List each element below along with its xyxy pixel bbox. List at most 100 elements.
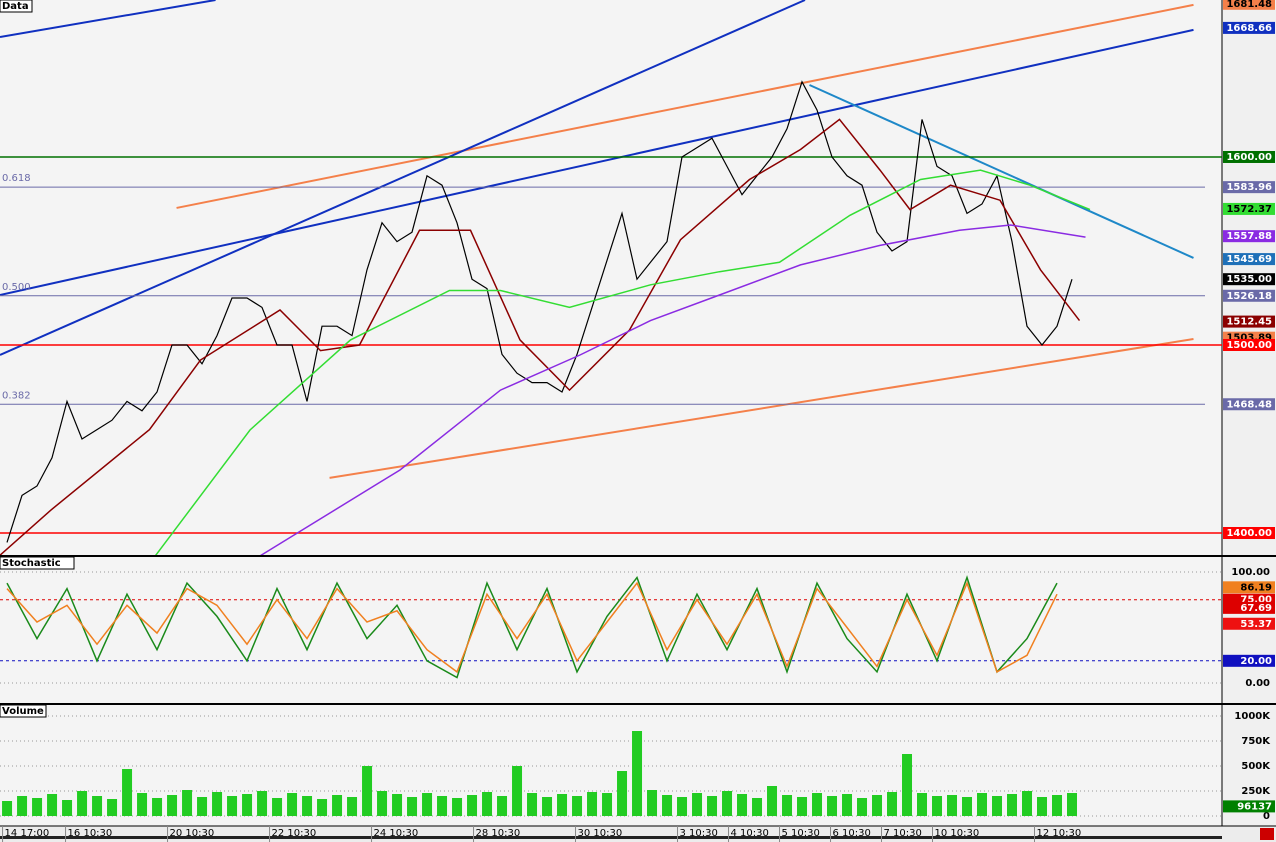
price-tag — [1223, 398, 1275, 411]
price-tag-label: 67.69 — [1240, 603, 1272, 614]
price-tag — [1223, 654, 1275, 667]
panel — [0, 0, 1222, 555]
volume-bar — [47, 794, 58, 816]
volume-bar — [617, 771, 628, 816]
volume-bar — [497, 796, 508, 816]
x-tick-label: 3 10:30 — [680, 828, 718, 839]
price-tag-label: 1668.66 — [1226, 23, 1272, 34]
volume-bar — [62, 800, 73, 816]
volume-bar — [1007, 794, 1018, 816]
volume-bar — [407, 797, 418, 816]
x-tick-label: 6 10:30 — [833, 828, 871, 839]
x-tick-label: 24 10:30 — [374, 828, 419, 839]
volume-bar — [722, 791, 733, 816]
series-line — [0, 118, 1081, 555]
series-line — [6, 80, 1073, 543]
volume-bar — [287, 793, 298, 816]
volume-bar — [797, 797, 808, 816]
x-tick-label: 14 17:00 — [5, 828, 50, 839]
price-tag-label: 1557.88 — [1226, 231, 1272, 242]
volume-bar — [737, 794, 748, 816]
volume-bar — [1037, 797, 1048, 816]
price-tag — [1223, 0, 1275, 10]
price-tag-label: 1535.00 — [1226, 274, 1272, 285]
time-strip — [0, 836, 1222, 839]
volume-bar — [782, 795, 793, 816]
x-tick-label: 7 10:30 — [884, 828, 922, 839]
panel-title: Data — [2, 1, 29, 12]
volume-bar — [137, 793, 148, 816]
price-tag — [1223, 581, 1275, 594]
price-tag — [1223, 338, 1275, 351]
volume-bar — [377, 791, 388, 816]
volume-bar — [227, 796, 238, 816]
volume-bar — [692, 793, 703, 816]
volume-bar — [602, 793, 613, 816]
series-line — [155, 169, 1091, 555]
volume-bar — [107, 799, 118, 816]
volume-bar — [587, 792, 598, 816]
x-tick-label: 10 10:30 — [935, 828, 980, 839]
panel-title-bg — [0, 0, 33, 13]
volume-bar — [242, 794, 253, 816]
price-tag-label: 1583.96 — [1226, 182, 1272, 193]
fib-label: 0.618 — [2, 173, 31, 184]
panel-title: Stochastic — [2, 558, 61, 569]
volume-bar — [1052, 795, 1063, 816]
volume-bar — [212, 792, 223, 816]
panel-title-bg — [0, 704, 47, 718]
price-tag — [1223, 315, 1275, 328]
volume-bar — [707, 796, 718, 816]
volume-bar — [317, 799, 328, 816]
panel-title: Volume — [2, 706, 44, 717]
price-tag-label: 1468.48 — [1226, 399, 1272, 410]
volume-bar — [32, 798, 43, 816]
volume-bar — [902, 754, 913, 816]
volume-bar — [872, 795, 883, 816]
y-tick-label: 1000K — [1234, 711, 1271, 722]
volume-bar — [1067, 793, 1078, 816]
volume-bar — [542, 797, 553, 816]
price-tag-label: 1503.89 — [1226, 333, 1272, 344]
volume-bar — [257, 791, 268, 816]
volume-bar — [842, 794, 853, 816]
volume-bar — [827, 796, 838, 816]
volume-bar — [932, 796, 943, 816]
x-tick-label: 20 10:30 — [170, 828, 215, 839]
price-axis-bg — [1222, 0, 1276, 842]
volume-bar — [122, 769, 133, 816]
price-tag-label: 1545.69 — [1226, 254, 1272, 265]
price-tag — [1223, 230, 1275, 243]
price-tag — [1223, 21, 1275, 34]
volume-bar — [332, 795, 343, 816]
series-line — [260, 224, 1086, 555]
volume-bar — [812, 793, 823, 816]
volume-bar — [962, 797, 973, 816]
price-tag-label: 75.00 — [1240, 595, 1272, 606]
volume-bar — [767, 786, 778, 816]
series-line — [6, 580, 1058, 674]
price-tag — [1223, 253, 1275, 266]
volume-bar — [452, 798, 463, 816]
volume-bar — [347, 797, 358, 816]
volume-bar — [677, 797, 688, 816]
price-tag-label: 1681.48 — [1226, 0, 1272, 10]
volume-bar — [557, 794, 568, 816]
volume-bar — [197, 797, 208, 816]
price-tag-label: 53.37 — [1240, 619, 1272, 630]
price-tag-label: 1500.00 — [1226, 340, 1272, 351]
scroll-button[interactable] — [1260, 828, 1274, 840]
volume-bar — [362, 766, 373, 816]
y-tick-label: 250K — [1241, 786, 1271, 797]
volume-bar — [917, 793, 928, 816]
price-tag-label: 86.19 — [1240, 582, 1272, 593]
trend-line — [809, 84, 1194, 259]
x-tick-label: 4 10:30 — [731, 828, 769, 839]
panel — [0, 571, 1222, 684]
volume-bar — [422, 793, 433, 816]
trend-line — [176, 3, 1194, 209]
volume-bar — [272, 798, 283, 816]
